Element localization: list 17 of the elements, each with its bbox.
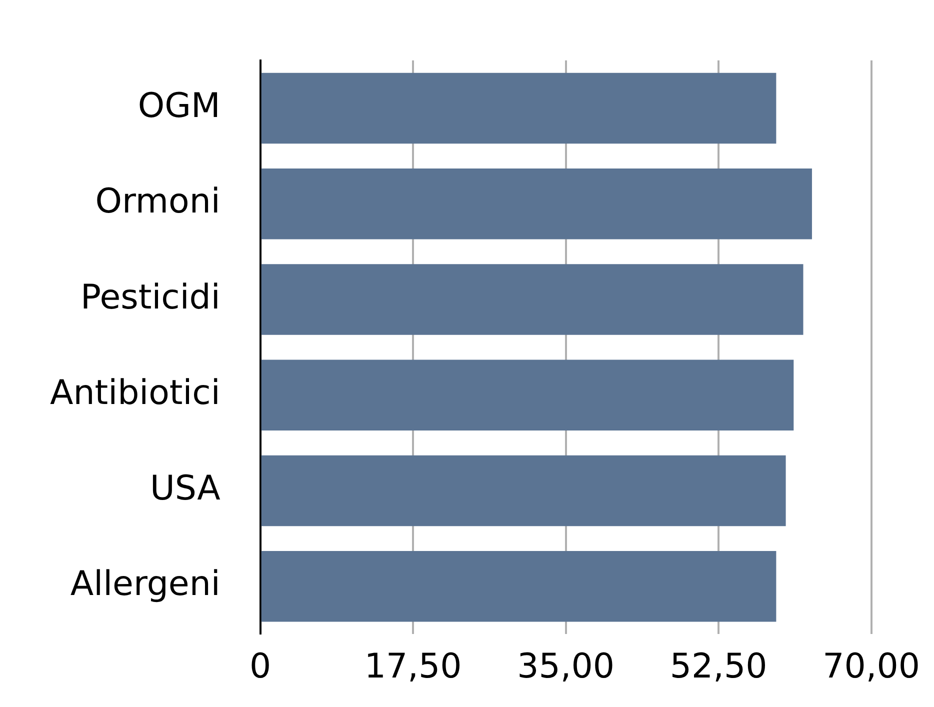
bar xyxy=(261,264,804,335)
bar xyxy=(261,455,786,526)
x-tick-label: 35,00 xyxy=(517,646,615,686)
y-tick-label: Pesticidi xyxy=(80,277,220,318)
y-tick-label: Allergeni xyxy=(70,564,220,604)
bar xyxy=(261,72,776,144)
y-tick-label: Ormoni xyxy=(95,182,220,222)
y-tick-label: Antibiotici xyxy=(50,372,220,413)
y-tick-label: OGM xyxy=(138,86,220,126)
bar xyxy=(261,551,776,622)
bar xyxy=(261,168,812,240)
x-tick-label: 0 xyxy=(250,646,272,686)
bar xyxy=(261,360,794,430)
x-tick-label: 52,50 xyxy=(670,646,768,686)
x-tick-label: 17,50 xyxy=(364,646,462,686)
x-tick-label: 70,00 xyxy=(822,646,920,686)
y-tick-label: USA xyxy=(150,468,220,509)
